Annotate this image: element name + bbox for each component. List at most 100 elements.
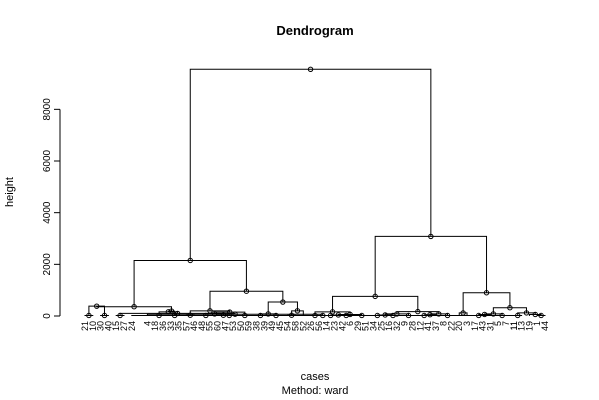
merge-node (382, 312, 388, 318)
leaf-label: 6 (345, 321, 355, 326)
dendrogram-branch (100, 314, 109, 316)
merge-node (171, 312, 178, 319)
merge-node (359, 312, 365, 319)
dendrogram-branch (404, 314, 413, 316)
merge-node (415, 308, 421, 315)
merge-node (427, 312, 433, 318)
y-tick-label: 2000 (42, 253, 53, 276)
leaf-label: 47 (220, 321, 230, 331)
dendrogram-branch (119, 312, 236, 316)
merge-node (242, 312, 248, 319)
dendrogram-branch (357, 314, 367, 316)
merge-node (538, 312, 544, 319)
merge-node (211, 311, 218, 317)
leaf-label: 37 (431, 321, 441, 331)
dendrogram-branch (513, 314, 523, 316)
dendrogram-branch (462, 292, 511, 313)
merge-node (394, 311, 400, 317)
merge-node (273, 312, 279, 319)
dendrogram-branch (474, 314, 484, 316)
leaf-label: 27 (119, 321, 129, 331)
merge-node (476, 312, 482, 319)
merge-node (203, 312, 209, 319)
merge-node (374, 312, 381, 319)
leaf-label: 11 (509, 321, 519, 330)
merge-node (312, 312, 318, 319)
leaf-label: 5 (493, 321, 503, 326)
merge-node (481, 311, 488, 318)
leaf-label: 18 (150, 321, 160, 331)
dendrogram-branch (310, 314, 320, 316)
leaf-label: 22 (446, 321, 456, 331)
merge-node (168, 308, 175, 314)
merge-node (483, 290, 490, 296)
merge-node (156, 312, 162, 319)
dendrogram-branch (536, 314, 546, 316)
leaf-label: 20 (454, 321, 464, 331)
y-axis-label: height (4, 177, 16, 207)
leaf-label: 57 (181, 321, 191, 331)
leaf-label: 42 (337, 321, 347, 331)
leaf-label: 33 (166, 321, 176, 331)
dendrogram-branch (271, 314, 281, 316)
leaf-label: 39 (259, 321, 269, 331)
leaf-label: 26 (306, 321, 316, 331)
leaf-label: 51 (361, 321, 371, 331)
leaf-label: 7 (501, 321, 511, 326)
merge-node (405, 312, 412, 319)
merge-node (329, 309, 336, 315)
dendrogram-branch (332, 295, 419, 312)
merge-node (288, 312, 295, 318)
leaf-label: 30 (96, 321, 106, 331)
merge-node (460, 310, 466, 316)
dendrogram-branch (497, 314, 507, 316)
leaf-label: 31 (485, 321, 495, 331)
merge-node (444, 312, 451, 319)
merge-node (490, 311, 497, 317)
leaf-label: 21 (80, 321, 90, 331)
leaf-label: 12 (415, 321, 425, 331)
leaf-label: 10 (88, 321, 98, 331)
leaf-label: 8 (439, 321, 449, 326)
dendrogram-branch (133, 259, 247, 307)
merge-node (187, 257, 193, 264)
leaf-label: 38 (252, 321, 262, 331)
leaf-label: 24 (127, 321, 137, 331)
y-tick-label: 4000 (42, 201, 53, 224)
y-tick-label: 8000 (42, 98, 53, 121)
merge-node (220, 312, 227, 318)
leaf-label: 17 (470, 321, 480, 331)
dendrogram-branch (146, 313, 324, 316)
leaf-label: 25 (376, 321, 386, 331)
dendrogram-branch (154, 314, 164, 316)
leaf-label: 15 (111, 321, 121, 331)
merge-node (227, 309, 233, 315)
y-tick-label: 0 (42, 313, 53, 319)
merge-node (372, 293, 378, 300)
leaf-label: 53 (228, 321, 238, 331)
leaf-label: 29 (353, 321, 363, 331)
dendrogram-branch (443, 314, 452, 316)
leaf-label: 3 (462, 321, 472, 326)
merge-node (347, 311, 353, 318)
merge-node (232, 311, 238, 317)
leaf-label: 34 (368, 321, 378, 331)
merge-node (226, 312, 232, 319)
leaf-label: 13 (517, 321, 527, 331)
leaf-label: 40 (103, 321, 113, 331)
leaf-label: 45 (275, 321, 285, 331)
dendrogram-branch (88, 305, 105, 316)
merge-node (131, 304, 137, 310)
leaf-label: 11 (509, 321, 519, 330)
merge-node (165, 309, 172, 315)
y-axis: 0 2000 4000 6000 8000 (42, 98, 61, 319)
merge-node (207, 308, 213, 314)
leaf-label: 60 (213, 321, 223, 331)
merge-node (523, 310, 530, 316)
y-tick-label: 6000 (42, 149, 53, 172)
leaf-label: 35 (174, 321, 184, 331)
merge-node (532, 311, 538, 318)
merge-node (187, 312, 193, 318)
